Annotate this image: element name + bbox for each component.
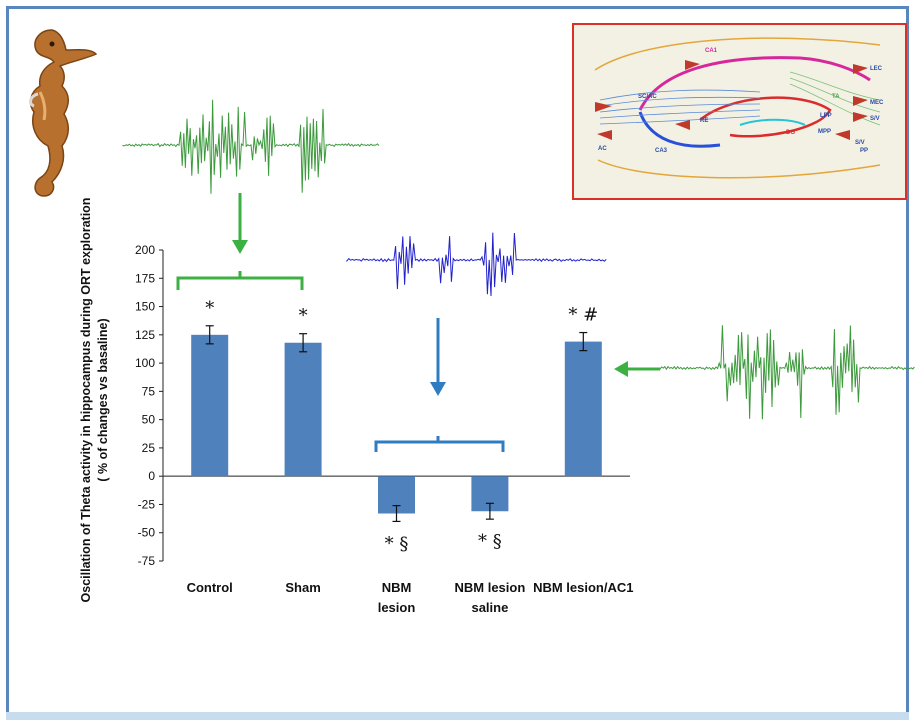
diagram-label: SC/AC [638,94,657,100]
y-tick-label: 50 [142,413,156,427]
y-tick-label: 125 [135,328,155,342]
y-tick-label: 25 [142,441,156,455]
y-tick-label: 200 [135,243,155,257]
x-tick-label: Control [187,580,233,595]
green-arrow-left [614,361,660,377]
bar [284,342,322,477]
hippocampus-diagram: CA1 SC/AC AC CA3 RE DG LPP MPP LEC MEC S… [572,23,907,200]
diagram-label: LEC [870,66,883,72]
bottom-bar [6,712,909,720]
diagram-label: RE [700,118,708,124]
x-tick-label: Sham [285,580,320,595]
blue-eeg-trace [346,232,607,297]
bar-chart: 200 175 150 125 100 75 50 25 0 -25 -50 -75 * * * § * §… [135,243,634,615]
significance-annotation: * # [568,305,598,326]
diagram-label: LPP [820,113,832,119]
blue-bracket [374,436,505,452]
significance-annotation: * § [478,531,502,552]
diagram-label: AC [598,146,607,152]
error-bar [299,333,308,353]
y-tick-label: -25 [138,497,156,511]
x-tick-label: NBM lesion saline [455,580,526,615]
diagram-label: S/V [870,116,880,122]
green-arrow-down [232,193,248,254]
significance-annotation: * [205,298,214,319]
y-axis-title-line1: Oscillation of Theta activity in hippoca… [79,197,93,603]
diagram-label: CA1 [705,48,718,54]
x-tick-label: NBM lesion/AC1 [533,580,633,595]
green-eeg-trace-right [659,325,915,420]
diagram-label: CA3 [655,148,668,154]
y-axis-title-line2: ( % of changes vs basaline) [96,318,110,482]
x-tick-label: NBM lesion [378,580,416,615]
diagram-label: DG [786,130,795,136]
bar [564,341,602,477]
error-bar [579,331,588,352]
y-tick-label: 100 [135,356,155,370]
seahorse-icon [29,29,98,197]
significance-annotation: * § [385,533,409,554]
diagram-label: MPP [818,129,831,135]
error-bar [392,504,401,523]
error-bar [485,502,494,520]
green-bracket [176,271,304,290]
significance-annotation: * [299,306,308,327]
error-bar [205,325,214,345]
y-tick-label: 175 [135,271,155,285]
blue-arrow-down [430,318,446,396]
diagram-label: S/V [855,140,865,146]
y-tick-label: 150 [135,300,155,314]
diagram-label: MEC [870,100,884,106]
y-tick-label: 75 [142,384,156,398]
y-tick-label: -75 [138,554,156,568]
green-eeg-trace [122,99,380,194]
diagram-label: TA [832,94,840,100]
y-axis-title-wrap: Oscillation of Theta activity in hippoca… [60,140,130,660]
diagram-label: PP [860,148,868,154]
y-tick-label: -50 [138,526,156,540]
y-tick-label: 0 [148,469,155,483]
y-axis-title: Oscillation of Theta activity in hippoca… [78,198,112,603]
bar [191,334,229,477]
